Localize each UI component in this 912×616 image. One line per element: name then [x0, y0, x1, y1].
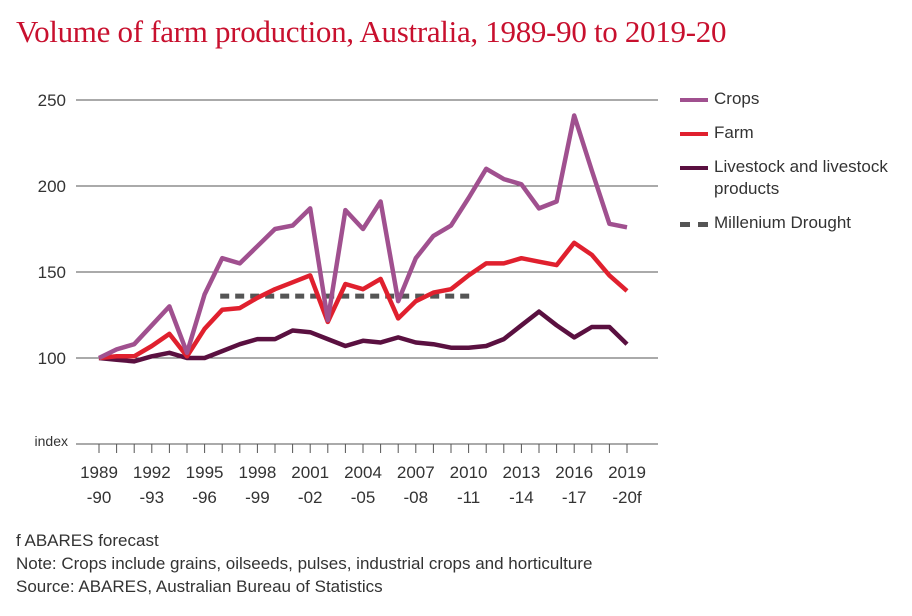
- axes: 100 150 200 250 index 1989 -90 1992 -93 1995 -96 19…: [35, 91, 658, 507]
- x-tick-label: -11: [457, 488, 480, 507]
- y-tick-label: 150: [38, 263, 66, 282]
- x-tick-label: 2019: [608, 463, 646, 482]
- legend-item-farm: Farm: [680, 122, 908, 144]
- legend: Crops Farm Livestock and livestock produ…: [680, 88, 908, 246]
- legend-item-crops: Crops: [680, 88, 908, 110]
- crops-note: Note: Crops include grains, oilseeds, pu…: [16, 554, 593, 573]
- x-tick-label: 1998: [238, 463, 276, 482]
- legend-label-crops: Crops: [714, 89, 760, 108]
- x-tick-label: -90: [87, 488, 112, 507]
- x-tick-label: 1989: [80, 463, 118, 482]
- x-tick-label: -14: [509, 488, 534, 507]
- legend-label-drought: Millenium Drought: [714, 213, 851, 232]
- x-tick-label: -08: [404, 488, 429, 507]
- legend-item-livestock: Livestock and livestock products: [680, 156, 908, 200]
- y-tick-label: 250: [38, 91, 66, 110]
- series-layer: [98, 113, 629, 364]
- legend-swatch-livestock: [680, 166, 708, 170]
- y-axis-label: index: [35, 433, 68, 449]
- x-tick-label: 2007: [397, 463, 435, 482]
- x-tick-label: 2001: [291, 463, 329, 482]
- legend-label-farm: Farm: [714, 123, 754, 142]
- chart-title: Volume of farm production, Australia, 19…: [16, 14, 727, 49]
- x-tick-label: 2004: [344, 463, 382, 482]
- x-tick-label: 2013: [502, 463, 540, 482]
- series-line-livestock: [98, 309, 629, 364]
- x-tick-label: -93: [140, 488, 165, 507]
- legend-swatch-crops: [680, 98, 708, 102]
- legend-label-livestock: Livestock and livestock products: [714, 157, 888, 198]
- legend-swatch-farm: [680, 132, 708, 136]
- x-tick-label: 1995: [186, 463, 224, 482]
- source-note: Source: ABARES, Australian Bureau of Sta…: [16, 577, 383, 596]
- x-tick-label: -05: [351, 488, 376, 507]
- series-line-farm: [98, 240, 629, 361]
- x-tick-label: -99: [245, 488, 270, 507]
- y-tick-label: 100: [38, 349, 66, 368]
- series-line-crops: [98, 113, 628, 361]
- x-tick-label: -96: [192, 488, 217, 507]
- x-tick-label: 2010: [450, 463, 488, 482]
- legend-swatch-drought: [680, 222, 708, 227]
- x-tick-label: -17: [562, 488, 587, 507]
- x-tick-label: 2016: [555, 463, 593, 482]
- x-tick-label: -20f: [612, 488, 642, 507]
- x-tick-label: 1992: [133, 463, 171, 482]
- legend-item-drought: Millenium Drought: [680, 212, 908, 234]
- y-tick-label: 200: [38, 177, 66, 196]
- footnotes: f ABARES forecast Note: Crops include gr…: [16, 529, 592, 598]
- x-tick-label: -02: [298, 488, 323, 507]
- forecast-note: f ABARES forecast: [16, 531, 159, 550]
